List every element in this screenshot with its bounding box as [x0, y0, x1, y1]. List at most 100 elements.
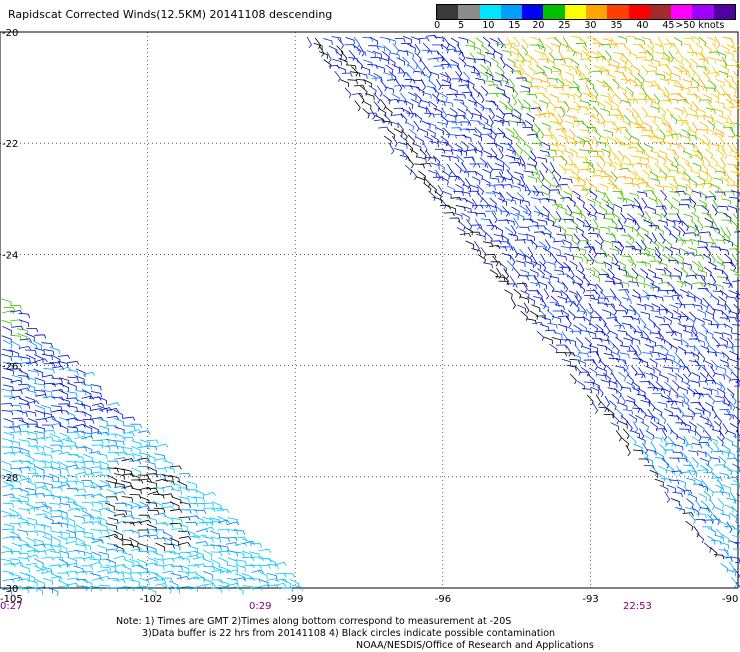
- wind-barb: [523, 150, 529, 160]
- wind-barb: [386, 65, 394, 74]
- wind-barb: [392, 94, 400, 102]
- wind-barb: [155, 468, 167, 472]
- wind-barb: [580, 101, 589, 108]
- wind-barb: [537, 107, 542, 118]
- wind-barb: [97, 453, 107, 459]
- wind-barb: [674, 130, 679, 141]
- wind-barb: [514, 109, 521, 118]
- wind-barb: [658, 283, 669, 287]
- wind-barb: [724, 233, 730, 243]
- wind-barb: [678, 347, 686, 356]
- wind-barb: [594, 311, 600, 321]
- wind-barb: [443, 128, 449, 138]
- wind-barb: [642, 88, 647, 99]
- wind-barb: [686, 499, 693, 509]
- wind-barb: [42, 413, 53, 419]
- wind-barb: [345, 45, 356, 49]
- wind-barb: [700, 122, 708, 130]
- wind-barb: [661, 101, 671, 105]
- wind-barb: [606, 365, 612, 375]
- wind-barb: [460, 233, 471, 237]
- wind-barb: [194, 504, 206, 508]
- wind-barb: [664, 44, 675, 48]
- wind-barb: [429, 191, 436, 201]
- wind-barb: [600, 184, 608, 191]
- wind-barb: [639, 93, 649, 99]
- wind-barb: [679, 71, 690, 75]
- wind-barb: [706, 108, 715, 114]
- wind-barb: [723, 107, 731, 115]
- wind-barb: [633, 108, 639, 118]
- wind-barb: [649, 39, 654, 50]
- wind-barb: [506, 155, 515, 161]
- wind-barb: [616, 431, 621, 442]
- wind-barb: [66, 446, 78, 450]
- wind-barb: [646, 255, 655, 261]
- wind-barb: [34, 559, 43, 568]
- wind-barb: [665, 492, 670, 503]
- wind-barb: [711, 477, 722, 481]
- wind-barb: [527, 113, 535, 122]
- wind-barb: [717, 366, 725, 373]
- wind-barb: [114, 521, 126, 524]
- wind-barb: [481, 86, 487, 96]
- wind-barb: [553, 311, 563, 315]
- wind-barb: [679, 248, 687, 256]
- wind-barb: [11, 563, 23, 566]
- wind-barb: [583, 185, 588, 196]
- wind-barb: [106, 534, 118, 537]
- wind-barb: [651, 333, 661, 338]
- wind-barb: [433, 66, 444, 70]
- wind-barb: [374, 73, 382, 81]
- wind-barb: [650, 422, 657, 431]
- wind-barb: [697, 310, 705, 318]
- wind-barb: [74, 550, 85, 556]
- wind-barb: [719, 296, 726, 305]
- wind-barb: [506, 64, 513, 73]
- wind-barb: [44, 383, 56, 387]
- wind-barb: [542, 123, 550, 131]
- wind-barb: [629, 324, 636, 334]
- wind-barb: [537, 157, 547, 162]
- wind-barb: [554, 241, 565, 245]
- wind-barb: [562, 178, 572, 183]
- wind-barb: [658, 402, 668, 408]
- wind-barb: [650, 128, 654, 139]
- wind-barb: [583, 207, 590, 217]
- wind-barb: [688, 87, 698, 91]
- wind-barb: [714, 86, 720, 96]
- wind-barb: [688, 114, 698, 120]
- lat-label: -24: [2, 250, 18, 261]
- wind-barb: [67, 475, 78, 480]
- wind-barb: [729, 513, 736, 522]
- wind-barb: [621, 235, 631, 240]
- wind-barb: [565, 121, 574, 128]
- wind-barb: [637, 274, 645, 283]
- wind-barb: [566, 316, 571, 327]
- wind-barb: [596, 263, 606, 268]
- wind-barb: [626, 108, 633, 117]
- wind-barb: [499, 101, 507, 109]
- wind-barb: [724, 192, 734, 196]
- wind-barb: [652, 213, 661, 220]
- wind-barb: [735, 340, 740, 344]
- wind-barb: [19, 313, 30, 318]
- wind-barb: [91, 461, 102, 467]
- wind-barb: [705, 246, 711, 256]
- wind-barb: [654, 408, 662, 417]
- wind-barb: [575, 365, 581, 375]
- wind-barb: [417, 65, 423, 75]
- wind-barb: [380, 37, 390, 42]
- wind-barb: [3, 308, 15, 312]
- wind-barb: [683, 151, 691, 159]
- wind-barb: [663, 186, 673, 191]
- wind-barb: [422, 73, 430, 82]
- wind-barb: [728, 65, 738, 69]
- wind-barb: [638, 73, 645, 83]
- wind-barb: [562, 332, 567, 343]
- wind-barb: [629, 92, 635, 103]
- wind-barb: [634, 403, 640, 413]
- wind-barb: [84, 537, 95, 542]
- wind-barb: [707, 102, 713, 112]
- wind-barb: [385, 107, 392, 116]
